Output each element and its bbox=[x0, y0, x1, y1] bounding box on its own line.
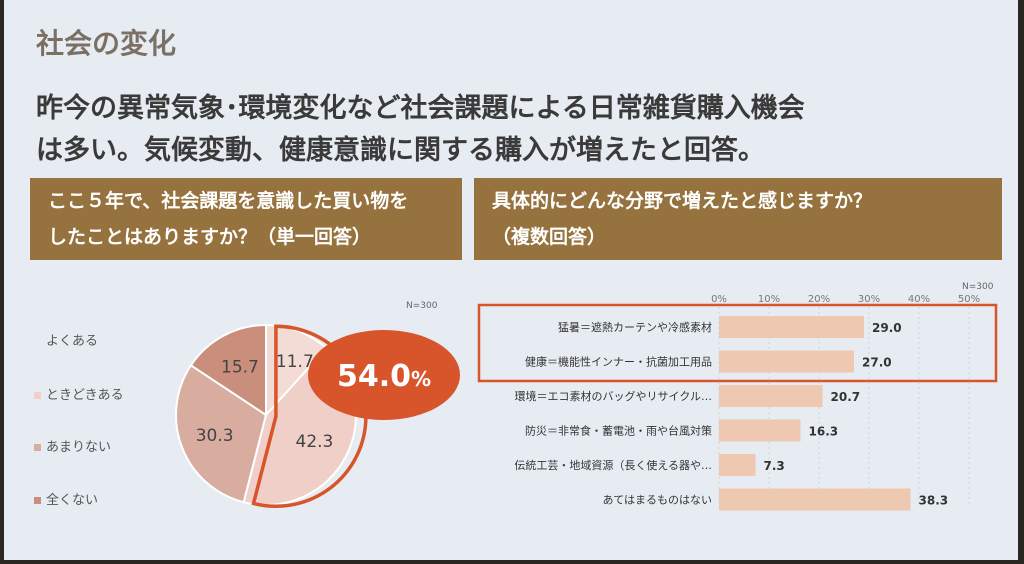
legend-label: 全くない bbox=[46, 493, 99, 508]
bar-value-label: 16.3 bbox=[809, 425, 839, 439]
left-question-line-2: したことはありますか？（単一回答） bbox=[48, 226, 372, 248]
bar bbox=[719, 488, 911, 511]
category-label: 防災＝非常食・蓄電池・雨や台風対策 bbox=[525, 424, 712, 438]
pie-slice bbox=[189, 323, 267, 417]
slide-title: 社会の変化 bbox=[36, 27, 177, 60]
pie-slice bbox=[175, 363, 268, 504]
right-question-line-1: 具体的にどんな分野で増えたと感じますか？ bbox=[492, 190, 873, 212]
x-tick-label: 40% bbox=[908, 294, 930, 305]
category-label: 環境＝エコ素材のバッグやリサイクル… bbox=[515, 389, 712, 403]
pie-value-label: 30.3 bbox=[196, 426, 234, 446]
legend-item: ときどきある bbox=[34, 384, 124, 403]
bar-value-label: 27.0 bbox=[862, 356, 892, 370]
x-tick-label: 30% bbox=[858, 294, 880, 305]
legend-item: 全くない bbox=[34, 489, 98, 508]
bar-n-label: N=300 bbox=[962, 282, 994, 292]
category-label: 伝統工芸・地域資源（長く使える器や… bbox=[514, 458, 712, 472]
legend-item: あまりない bbox=[34, 436, 111, 455]
bar-value-label: 20.7 bbox=[831, 390, 861, 404]
x-tick-label: 10% bbox=[758, 294, 780, 305]
bar-highlight-box bbox=[477, 303, 998, 383]
category-label: あてはまるものはない bbox=[602, 494, 712, 507]
chart-canvas: 11.7 42.3 30.3 15.7 54.0% 0% 10% 20% 30% 40% 50% 猛暑… bbox=[175, 294, 998, 511]
bar-value-label: 29.0 bbox=[872, 321, 902, 335]
bar bbox=[719, 454, 756, 476]
x-tick-label: 20% bbox=[808, 294, 830, 305]
legend-swatch bbox=[34, 392, 41, 399]
bar-value-label: 7.3 bbox=[764, 459, 785, 473]
pie-value-label: 15.7 bbox=[221, 358, 259, 378]
legend-label: よくある bbox=[46, 334, 99, 349]
left-question-line-1: ここ５年で、社会課題を意識した買い物を bbox=[48, 190, 409, 212]
legend-label: あまりない bbox=[46, 440, 112, 455]
bar bbox=[719, 419, 801, 442]
bar bbox=[719, 316, 864, 338]
legend-label: ときどきある bbox=[46, 388, 124, 403]
highlight-ellipse bbox=[308, 330, 460, 420]
pie-value-label: 11.7 bbox=[276, 352, 314, 372]
bar bbox=[719, 385, 823, 407]
x-tick-label: 50% bbox=[958, 294, 980, 305]
legend-item: よくある bbox=[34, 330, 98, 349]
bar bbox=[719, 350, 854, 373]
slide: 社会の変化 昨今の異常気象･環境変化など社会課題による日常雑貨購入機会 は多い。… bbox=[4, 0, 1018, 560]
subtitle-line-1: 昨今の異常気象･環境変化など社会課題による日常雑貨購入機会 bbox=[36, 93, 805, 124]
pie-n-label: N=300 bbox=[406, 301, 438, 311]
pie-highlight-outline bbox=[251, 324, 368, 508]
right-question-header: 具体的にどんな分野で増えたと感じますか？ （複数回答） bbox=[474, 178, 1002, 260]
legend-swatch bbox=[34, 497, 41, 504]
bar-value-label: 38.3 bbox=[919, 494, 949, 508]
pie-value-label: 42.3 bbox=[296, 432, 334, 452]
category-label: 猛暑＝遮熱カーテンや冷感素材 bbox=[558, 320, 712, 334]
x-tick-label: 0% bbox=[711, 294, 727, 305]
highlight-label: 54.0% bbox=[337, 359, 431, 394]
legend-swatch bbox=[34, 444, 41, 451]
right-question-line-2: （複数回答） bbox=[492, 226, 607, 248]
left-question-header: ここ５年で、社会課題を意識した買い物を したことはありますか？（単一回答） bbox=[30, 178, 462, 260]
category-label: 健康＝機能性インナー・抗菌加工用品 bbox=[525, 355, 712, 369]
subtitle-line-2: は多い。気候変動、健康意識に関する購入が増えたと回答。 bbox=[36, 135, 765, 166]
